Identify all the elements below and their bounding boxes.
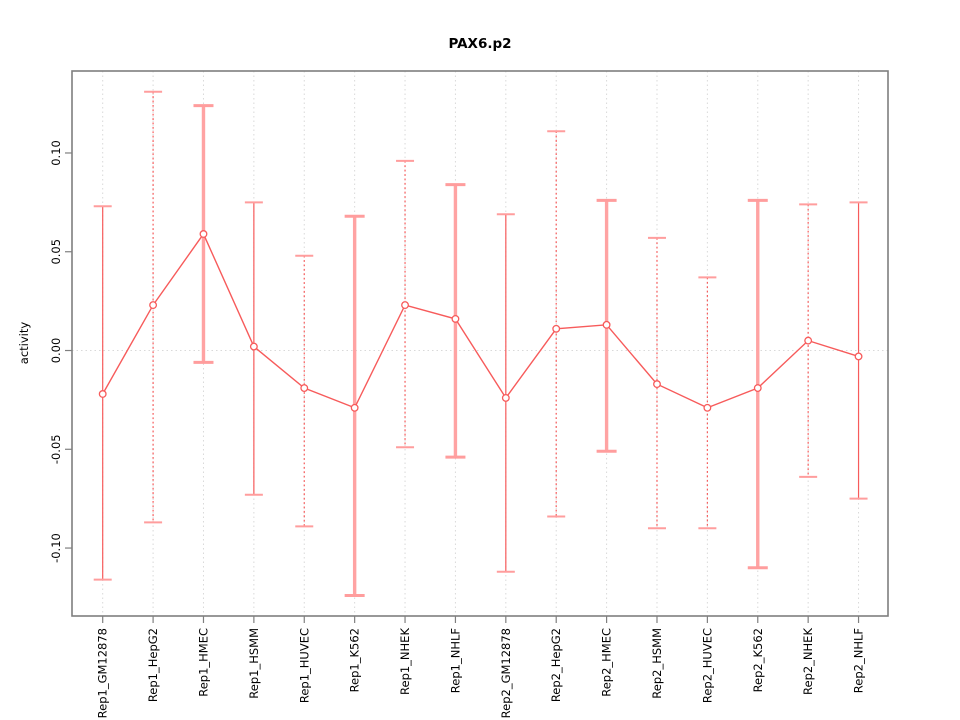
x-tick-label: Rep2_HepG2 (549, 628, 563, 702)
data-point-marker (401, 301, 409, 310)
x-tick-label: Rep1_HepG2 (146, 628, 160, 702)
x-tick-label: Rep1_GM12878 (96, 628, 110, 718)
data-point-marker (199, 230, 208, 238)
x-tick-label: Rep2_GM12878 (499, 628, 513, 718)
x-tick-label: Rep1_NHEK (398, 628, 412, 695)
series-line (102, 232, 859, 409)
y-tick-label: -0.10 (49, 533, 63, 563)
data-point-marker (552, 324, 561, 333)
x-tick-label: Rep2_HMEC (600, 628, 614, 697)
y-axis-title: activity (17, 321, 31, 365)
data-point-marker (501, 393, 510, 402)
data-point-marker (703, 403, 712, 412)
data-point-marker (602, 320, 611, 329)
y-tick-label: 0.00 (49, 338, 63, 364)
chart-title: PAX6.p2 (448, 36, 512, 52)
x-tick-label: Rep2_HUVEC (700, 628, 714, 703)
data-point-marker (653, 380, 661, 389)
x-tick-label: Rep1_HMEC (197, 628, 211, 697)
data-point-marker (300, 384, 309, 392)
x-tick-label: Rep2_K562 (751, 628, 765, 692)
x-tick-label: Rep1_HUVEC (297, 628, 311, 703)
x-tick-label: Rep1_HSMM (247, 628, 261, 699)
data-point-marker (350, 403, 359, 412)
data-point-marker (149, 301, 158, 310)
plot-border (71, 70, 889, 617)
y-tick-label: 0.05 (49, 239, 63, 265)
data-point-marker (98, 390, 107, 398)
x-tick-label: Rep2_NHEK (801, 628, 815, 695)
x-tick-label: Rep1_NHLF (448, 628, 462, 693)
x-tick-label: Rep2_HSMM (650, 628, 664, 699)
data-point-marker (451, 314, 460, 323)
y-tick-label: 0.10 (49, 140, 63, 166)
data-point-marker (804, 336, 813, 345)
data-point-marker (753, 384, 762, 392)
data-point-marker (854, 352, 863, 361)
x-tick-label: Rep1_K562 (348, 628, 362, 692)
x-tick-label: Rep2_NHLF (852, 628, 866, 693)
y-tick-label: -0.05 (49, 434, 63, 464)
data-point-marker (249, 342, 258, 351)
